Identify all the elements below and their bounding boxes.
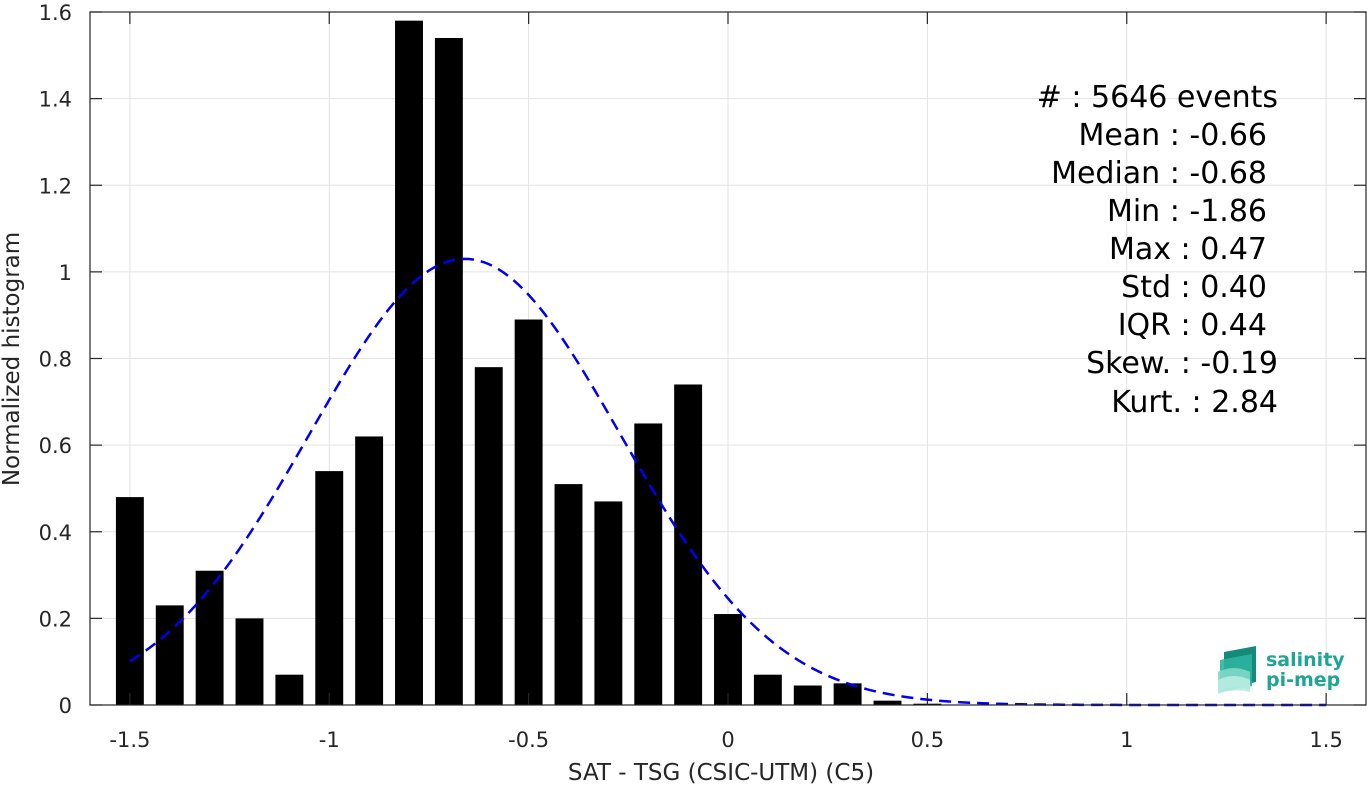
histogram-bar	[355, 436, 384, 705]
y-tick-label: 1.2	[39, 174, 72, 198]
histogram-bar	[395, 20, 423, 706]
stats-mean: Mean : -0.66	[1078, 118, 1267, 153]
stats-kurt: Kurt. : 2.84	[1111, 385, 1278, 420]
histogram-bar	[434, 37, 463, 706]
stats-max: Max : 0.47	[1109, 232, 1267, 267]
x-tick-label: 0.5	[911, 728, 944, 752]
y-tick-label: 1.4	[39, 88, 72, 112]
y-tick-label: 0.2	[39, 607, 72, 631]
histogram-bar	[873, 700, 902, 705]
histogram-bar	[753, 674, 782, 705]
stats-skew: Skew. : -0.19	[1086, 346, 1278, 381]
axis-ticks	[90, 11, 1366, 706]
y-tick-label: 1.6	[39, 1, 72, 25]
histogram-bar	[594, 501, 623, 705]
x-tick-label: 0	[721, 728, 734, 752]
stats-events: # : 5646 events	[1037, 80, 1278, 115]
histogram-bar	[474, 367, 503, 705]
histogram-bar	[235, 618, 264, 705]
y-tick-label: 0.8	[39, 348, 72, 372]
y-axis-label: Normalized histogram	[0, 232, 25, 486]
x-tick-label: 1.5	[1309, 728, 1342, 752]
x-tick-labels: -1.5 -1 -0.5 0 0.5 1 1.5	[109, 728, 1342, 752]
stats-iqr: IQR : 0.44	[1118, 308, 1267, 343]
y-tick-labels: 0 0.2 0.4 0.6 0.8 1 1.2 1.4 1.6	[39, 1, 72, 718]
y-tick-label: 0.6	[39, 434, 72, 458]
y-tick-label: 0	[59, 694, 72, 718]
logo-text-pimep: pi-mep	[1266, 669, 1340, 691]
histogram-bar	[634, 423, 663, 705]
histogram-bar	[315, 471, 344, 705]
logo-text-salinity: salinity	[1266, 649, 1345, 671]
gaussian-fit-curve	[129, 257, 1327, 707]
histogram-bar	[514, 319, 543, 705]
histogram-bar	[674, 384, 703, 705]
histogram-bar	[195, 570, 224, 705]
stats-box: # : 5646 events Mean : -0.66 Median : -0…	[1037, 80, 1278, 420]
histogram-bar	[115, 497, 144, 705]
x-tick-label: -1	[319, 728, 340, 752]
y-tick-label: 0.4	[39, 521, 72, 545]
histogram-bars	[115, 20, 942, 706]
histogram-bar	[554, 484, 583, 705]
logo-waves-icon	[1218, 646, 1256, 694]
histogram-bar	[714, 614, 742, 705]
histogram-bar	[833, 683, 862, 705]
stats-median: Median : -0.68	[1051, 156, 1267, 191]
x-tick-label: -1.5	[109, 728, 150, 752]
histogram-bar	[155, 605, 184, 705]
x-axis-label: SAT - TSG (CSIC-UTM) (C5)	[568, 760, 874, 785]
histogram-bar	[793, 685, 822, 705]
x-tick-label: -0.5	[508, 728, 549, 752]
salinity-pimep-logo: salinity pi-mep	[1218, 646, 1345, 694]
x-tick-label: 1	[1120, 728, 1133, 752]
histogram-bar	[275, 674, 304, 705]
stats-min: Min : -1.86	[1107, 194, 1267, 229]
y-tick-label: 1	[59, 261, 72, 285]
stats-std: Std : 0.40	[1121, 270, 1267, 305]
